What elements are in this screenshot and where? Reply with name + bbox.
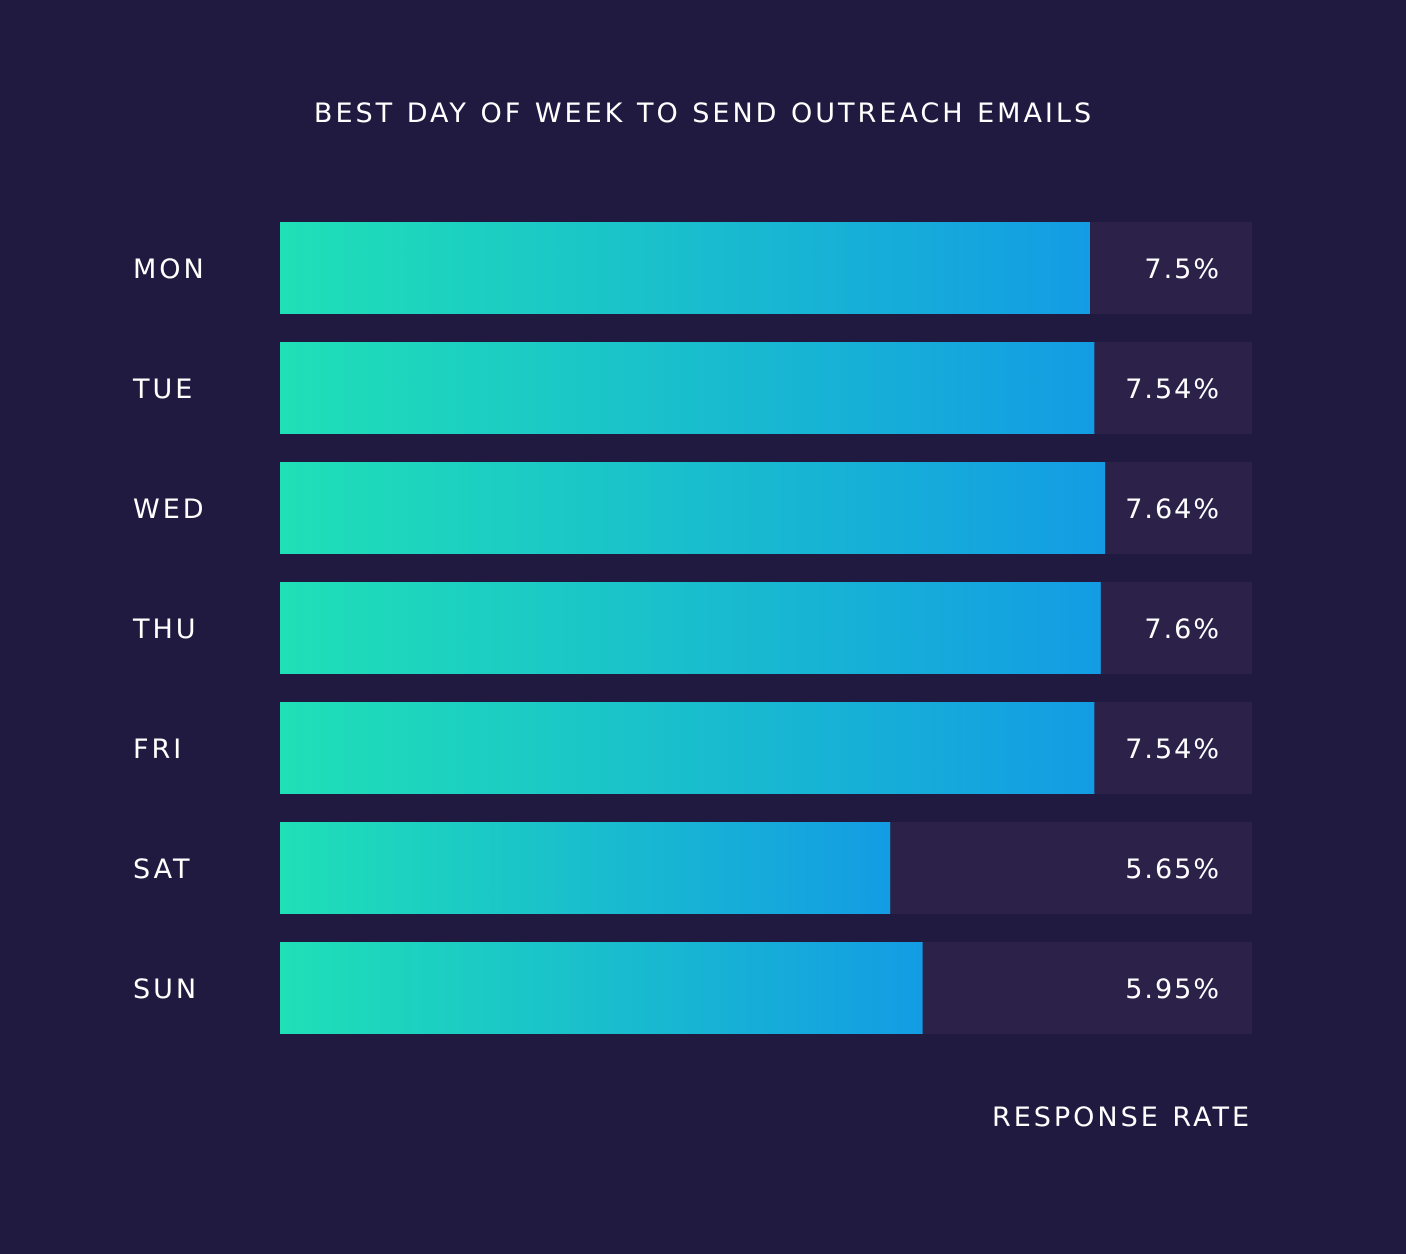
bar: [280, 342, 1095, 434]
data-label: 7.54%: [1125, 374, 1221, 405]
bar-row-thu: THU 7.6%: [132, 582, 1252, 674]
bar: [280, 702, 1095, 794]
data-label: 7.54%: [1125, 734, 1221, 765]
bar: [280, 222, 1090, 314]
bar-row-mon: MON 7.5%: [133, 222, 1252, 314]
bar-row-sun: SUN 5.95%: [133, 942, 1252, 1034]
data-label: 7.5%: [1144, 254, 1221, 285]
bar-row-sat: SAT 5.65%: [133, 822, 1252, 914]
x-axis-label: RESPONSE RATE: [992, 1102, 1252, 1133]
bar-row-wed: WED 7.64%: [133, 462, 1252, 554]
category-label: MON: [133, 254, 207, 285]
bar: [280, 822, 891, 914]
category-label: TUE: [132, 374, 195, 405]
chart-title: BEST DAY OF WEEK TO SEND OUTREACH EMAILS: [314, 98, 1094, 129]
data-label: 5.65%: [1125, 854, 1221, 885]
bar: [280, 582, 1101, 674]
bar: [280, 942, 923, 1034]
category-label: THU: [132, 614, 199, 645]
bar: [280, 462, 1106, 554]
category-label: FRI: [133, 734, 184, 765]
category-label: WED: [133, 494, 207, 525]
data-label: 7.6%: [1144, 614, 1221, 645]
data-label: 7.64%: [1125, 494, 1221, 525]
bar-row-fri: FRI 7.54%: [133, 702, 1252, 794]
category-label: SUN: [133, 974, 199, 1005]
data-label: 5.95%: [1125, 974, 1221, 1005]
category-label: SAT: [133, 854, 193, 885]
bars-group: MON 7.5% TUE 7.54% WED 7.64% THU 7.6% FRI 7.54% SA…: [132, 222, 1252, 1034]
bar-row-tue: TUE 7.54%: [132, 342, 1252, 434]
